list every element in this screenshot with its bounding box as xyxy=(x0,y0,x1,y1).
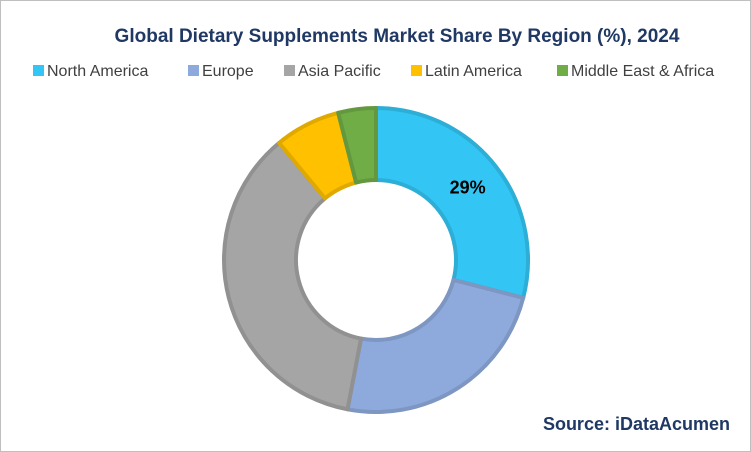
legend-label: North America xyxy=(47,63,148,80)
legend-label: Asia Pacific xyxy=(298,63,381,80)
legend-swatch xyxy=(411,65,422,76)
donut-slice xyxy=(336,106,378,185)
chart-title: Global Dietary Supplements Market Share … xyxy=(115,26,680,47)
legend-swatch xyxy=(33,65,44,76)
donut-slice xyxy=(222,140,364,412)
legend-swatch xyxy=(188,65,199,76)
legend-label: Middle East & Africa xyxy=(571,63,714,80)
legend-swatch xyxy=(557,65,568,76)
legend-label: Europe xyxy=(202,63,254,80)
legend-label: Latin America xyxy=(425,63,522,80)
source: Source: iDataAcumen xyxy=(543,414,730,434)
legend-swatch xyxy=(284,65,295,76)
donut-slice xyxy=(345,277,526,414)
data-label: 29% xyxy=(450,178,486,198)
donut-slice xyxy=(374,106,530,300)
